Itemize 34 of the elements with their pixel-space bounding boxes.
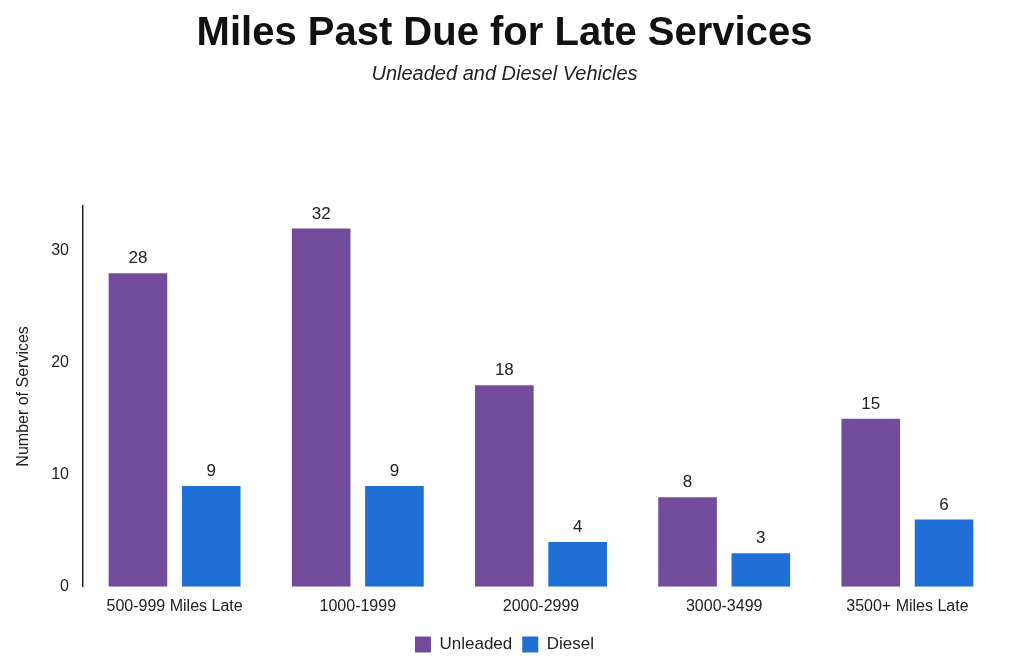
- data-label: 3: [756, 528, 766, 548]
- bar: [841, 418, 901, 587]
- bar: [914, 519, 974, 587]
- data-label: 6: [939, 494, 949, 514]
- bar: [108, 273, 168, 587]
- bar: [548, 542, 607, 587]
- data-label: 28: [128, 248, 148, 268]
- bar: [181, 486, 241, 587]
- y-tick-label: 30: [51, 241, 70, 259]
- x-tick-label: 2000-2999: [502, 596, 580, 614]
- data-label: 18: [494, 360, 514, 380]
- data-label: 4: [572, 517, 583, 537]
- data-label: 15: [861, 393, 881, 413]
- y-tick-label: 10: [51, 465, 70, 483]
- x-tick-label: 3500+ Miles Late: [846, 596, 969, 614]
- bar: [731, 553, 791, 587]
- bar: [365, 486, 424, 587]
- y-tick-label: 0: [60, 577, 70, 595]
- legend-label: Unleaded: [439, 634, 513, 654]
- x-tick-label: 1000-1999: [319, 596, 397, 614]
- x-tick-label: 3000-3499: [685, 596, 763, 614]
- data-label: 32: [311, 203, 331, 223]
- data-label: 9: [206, 461, 216, 481]
- data-label: 9: [389, 461, 400, 481]
- y-tick-label: 20: [51, 353, 70, 371]
- x-tick-label: 500-999 Miles Late: [106, 596, 243, 614]
- bar: [475, 385, 534, 587]
- legend-label: Diesel: [546, 634, 595, 654]
- bar: [658, 497, 717, 587]
- data-label: 8: [682, 472, 693, 492]
- y-axis-title: Number of Services: [14, 326, 32, 467]
- chart-title: Miles Past Due for Late Services: [196, 9, 813, 54]
- chart-subtitle: Unleaded and Diesel Vehicles: [371, 61, 638, 84]
- bar: [291, 228, 351, 587]
